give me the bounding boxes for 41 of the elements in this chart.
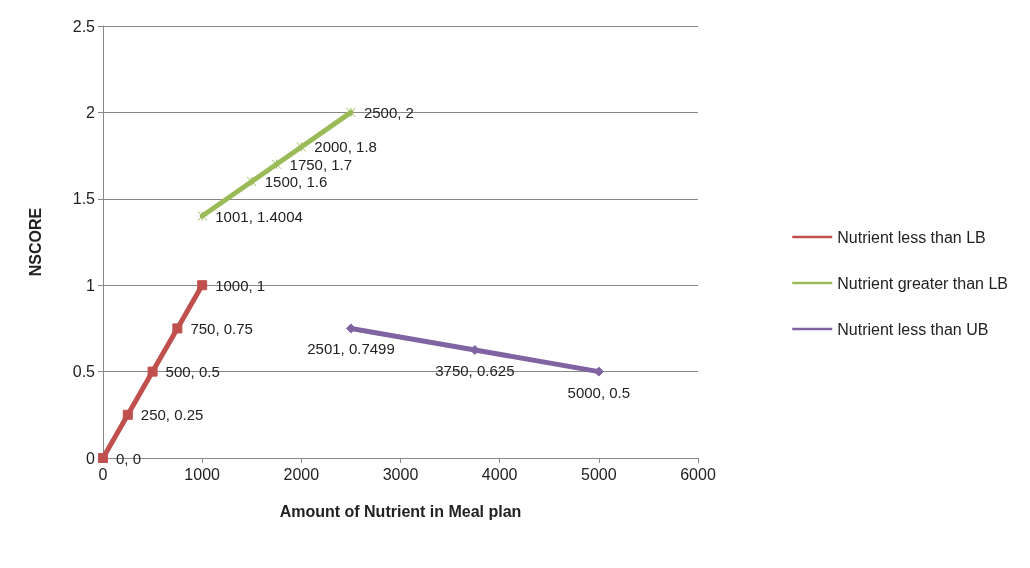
x-tick-label: 1000 [184, 465, 221, 483]
data-label: 0, 0 [116, 449, 142, 467]
x-tick-label: 5000 [581, 465, 617, 483]
point [271, 159, 282, 170]
y-axis-title: NSCORE [26, 207, 44, 277]
point [98, 453, 108, 463]
data-label: 500, 0.5 [165, 363, 220, 381]
data-label: 750, 0.75 [190, 319, 253, 337]
x-axis-title: Amount of Nutrient in Meal plan [279, 502, 522, 520]
data-label: 2500, 2 [363, 103, 414, 121]
point [345, 107, 356, 118]
data-label: 2501, 0.7499 [307, 340, 395, 358]
y-tick-label: 2 [86, 103, 96, 121]
y-tick-label: 0 [86, 449, 96, 467]
data-label: 1000, 1 [215, 276, 266, 294]
legend-label: Nutrient less than LB [837, 228, 986, 246]
legend-label: Nutrient greater than LB [837, 274, 1008, 292]
data-label: 1750, 1.7 [289, 155, 353, 173]
data-label: 2000, 1.8 [314, 138, 377, 156]
y-tick-label: 1.5 [72, 190, 96, 208]
data-label: 250, 0.25 [140, 406, 204, 424]
x-tick-label: 0 [98, 465, 108, 483]
x-tick-label: 3000 [382, 465, 419, 483]
point [122, 409, 133, 420]
x-tick-label: 6000 [680, 465, 716, 483]
point [197, 280, 208, 291]
data-label: 1500, 1.6 [264, 173, 328, 191]
y-tick-label: 2.5 [72, 17, 96, 35]
data-label: 5000, 0.5 [567, 383, 631, 401]
data-label: 3750, 0.625 [435, 362, 515, 379]
point [197, 211, 208, 222]
y-tick-label: 0.5 [72, 363, 96, 381]
point [147, 366, 158, 377]
legend-label: Nutrient less than UB [837, 320, 989, 338]
x-tick-label: 4000 [481, 465, 518, 483]
data-label: 1001, 1.4004 [215, 207, 303, 225]
x-tick-label: 2000 [283, 465, 320, 483]
point [246, 176, 257, 187]
point [296, 141, 307, 152]
y-tick-label: 1 [86, 276, 96, 294]
point [172, 323, 183, 334]
